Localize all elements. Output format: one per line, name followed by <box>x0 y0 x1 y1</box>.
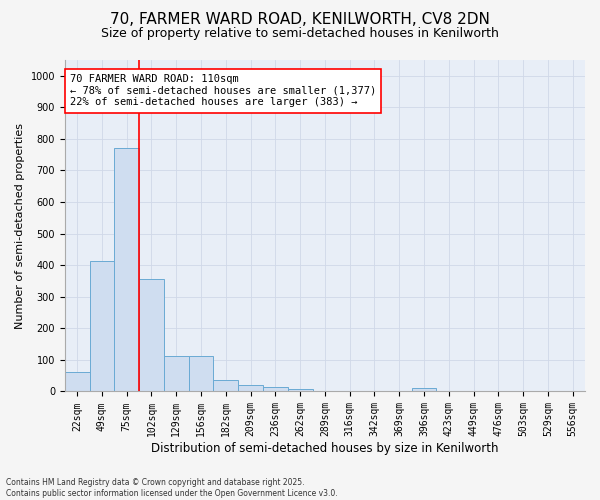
Bar <box>288 389 313 392</box>
Text: 70, FARMER WARD ROAD, KENILWORTH, CV8 2DN: 70, FARMER WARD ROAD, KENILWORTH, CV8 2D… <box>110 12 490 28</box>
Bar <box>139 280 164 392</box>
Text: Contains HM Land Registry data © Crown copyright and database right 2025.
Contai: Contains HM Land Registry data © Crown c… <box>6 478 338 498</box>
Text: Size of property relative to semi-detached houses in Kenilworth: Size of property relative to semi-detach… <box>101 28 499 40</box>
Bar <box>89 261 115 392</box>
Bar <box>164 356 188 392</box>
Y-axis label: Number of semi-detached properties: Number of semi-detached properties <box>15 122 25 328</box>
Bar <box>65 372 89 392</box>
Bar <box>214 380 238 392</box>
Text: 70 FARMER WARD ROAD: 110sqm
← 78% of semi-detached houses are smaller (1,377)
22: 70 FARMER WARD ROAD: 110sqm ← 78% of sem… <box>70 74 376 108</box>
Bar <box>115 148 139 392</box>
Bar <box>188 356 214 392</box>
Bar <box>412 388 436 392</box>
Bar <box>263 386 288 392</box>
X-axis label: Distribution of semi-detached houses by size in Kenilworth: Distribution of semi-detached houses by … <box>151 442 499 455</box>
Bar <box>238 385 263 392</box>
